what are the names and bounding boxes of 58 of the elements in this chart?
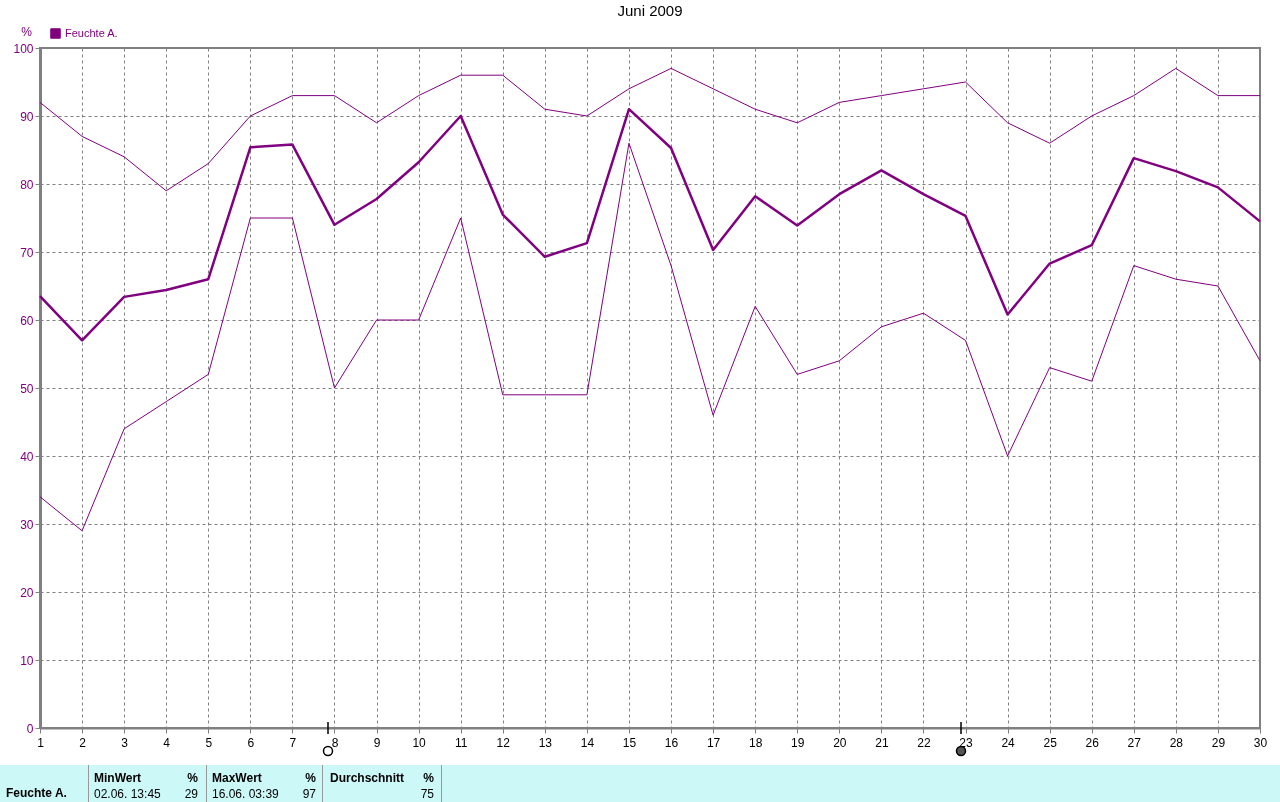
y-tick-label: 60 — [20, 313, 34, 328]
y-tick-label: 0 — [26, 721, 34, 736]
y-tick-label: 80 — [20, 177, 34, 192]
x-tick-label: 21 — [875, 735, 889, 750]
text: MinWert — [94, 771, 142, 785]
x-tick-label: 2 — [79, 735, 87, 750]
x-tick-label: 7 — [289, 735, 297, 750]
text: 02.06. 13:45 — [94, 787, 161, 801]
x-tick-label: 12 — [496, 735, 511, 750]
y-tick-label: 30 — [20, 517, 34, 532]
x-tick-label: 25 — [1043, 735, 1058, 750]
y-axis-title: % — [21, 24, 33, 39]
legend-label: Feuchte A. — [65, 26, 118, 39]
x-tick-label: 24 — [1001, 735, 1016, 750]
x-tick-label: 4 — [163, 735, 171, 750]
y-tick-label: 90 — [20, 109, 34, 124]
x-tick-label: 13 — [538, 735, 553, 750]
x-tick-label: 5 — [205, 735, 213, 750]
text: MaxWert — [212, 771, 262, 785]
x-tick-label: 3 — [121, 735, 129, 750]
x-tick-label: 11 — [454, 735, 468, 750]
text: Feuchte A. — [6, 786, 67, 800]
y-tick-label: 70 — [20, 245, 34, 260]
text: 97 — [302, 787, 316, 801]
x-tick-label: 16 — [664, 735, 679, 750]
x-tick-label: 27 — [1127, 735, 1142, 750]
y-tick-label: 20 — [20, 585, 34, 600]
x-tick-label: 29 — [1211, 735, 1226, 750]
text: % — [423, 771, 434, 785]
x-tick-label: 22 — [917, 735, 931, 750]
y-tick-label: 100 — [13, 41, 34, 56]
line-series — [39, 67, 1261, 192]
x-tick-label: 6 — [247, 735, 255, 750]
text: % — [187, 771, 198, 785]
x-tick-label: 19 — [791, 735, 805, 750]
x-tick-label: 28 — [1169, 735, 1184, 750]
line-series — [39, 142, 1261, 532]
x-tick-label: 14 — [580, 735, 595, 750]
text: 16.06. 03:39 — [212, 787, 279, 801]
x-tick-label: 9 — [373, 735, 381, 750]
text: Durchschnitt — [330, 771, 405, 785]
x-tick-label: 10 — [412, 735, 427, 750]
x-tick-label: 20 — [833, 735, 847, 750]
text: % — [305, 771, 316, 785]
text: 75 — [420, 787, 434, 801]
x-tick-label: 8 — [331, 735, 339, 750]
y-tick-label: 40 — [20, 449, 34, 464]
line-series — [38, 107, 1262, 342]
text: 29 — [184, 787, 198, 801]
chart-title: Juni 2009 — [617, 2, 683, 19]
x-tick-label: 18 — [748, 735, 763, 750]
x-tick-label: 30 — [1253, 735, 1268, 750]
y-tick-label: 50 — [20, 381, 34, 396]
y-tick-label: 10 — [20, 653, 34, 668]
x-tick-label: 26 — [1085, 735, 1100, 750]
x-tick-label: 1 — [37, 735, 45, 750]
x-tick-label: 17 — [706, 735, 721, 750]
x-tick-label: 15 — [622, 735, 637, 750]
